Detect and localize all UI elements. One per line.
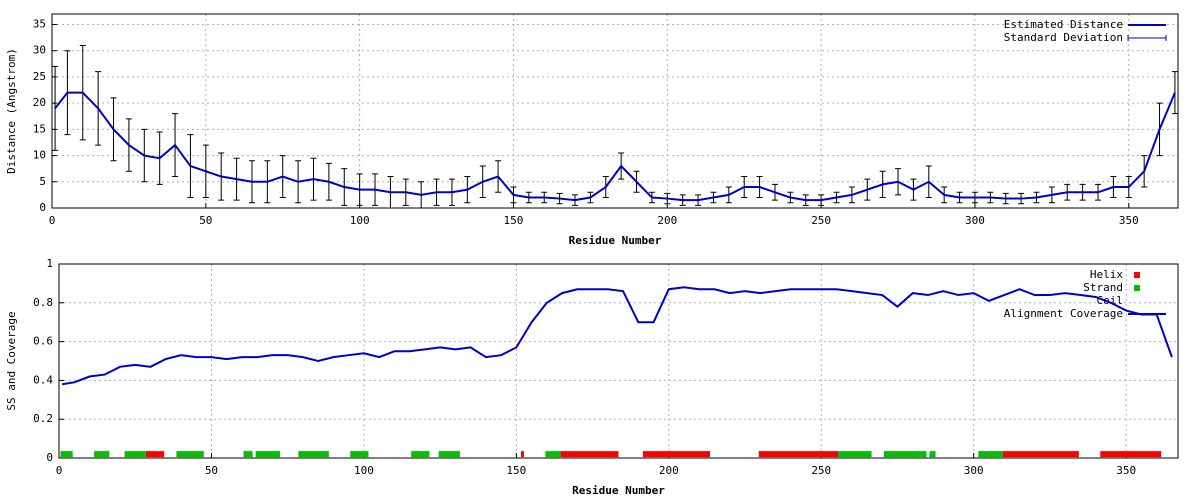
ss-segment [411, 451, 430, 458]
x-tick-label: 100 [354, 464, 374, 477]
x-tick-label: 250 [811, 464, 831, 477]
x-tick-label: 100 [350, 214, 370, 227]
y-axis-label: SS and Coverage [5, 311, 18, 410]
x-tick-label: 150 [506, 464, 526, 477]
ss-segment [978, 451, 1003, 458]
y-tick-label: 0 [46, 451, 53, 464]
ss-segment [124, 451, 146, 458]
series-line [61, 286, 1173, 386]
plot-frame [51, 13, 1179, 209]
x-tick-label: 50 [199, 214, 212, 227]
y-tick-label: 20 [33, 96, 46, 109]
y-tick-label: 1 [46, 257, 53, 270]
ss-segment [838, 451, 872, 458]
y-tick-label: 0.2 [33, 412, 53, 425]
legend-label: Alignment Coverage [1004, 307, 1123, 320]
ss-segment [145, 451, 165, 458]
ss-segment [94, 451, 110, 458]
x-axis-label: Residue Number [569, 234, 662, 247]
ss-segment [883, 451, 927, 458]
legend-label: Standard Deviation [1004, 31, 1123, 44]
x-tick-label: 250 [811, 214, 831, 227]
y-tick-label: 25 [33, 70, 46, 83]
x-tick-label: 200 [659, 464, 679, 477]
ss-segment [758, 451, 839, 458]
legend-label: Helix [1090, 268, 1123, 281]
x-tick-label: 0 [56, 464, 63, 477]
x-tick-label: 350 [1119, 214, 1139, 227]
legend-label: Coil [1097, 294, 1124, 307]
x-tick-label: 50 [205, 464, 218, 477]
ss-segment [929, 451, 936, 458]
x-tick-label: 200 [657, 214, 677, 227]
y-tick-label: 0 [39, 201, 46, 214]
y-tick-label: 0.6 [33, 335, 53, 348]
ss-segment [520, 451, 524, 458]
y-tick-label: 0.4 [33, 373, 53, 386]
y-tick-label: 0.8 [33, 296, 53, 309]
y-tick-label: 5 [39, 175, 46, 188]
ss-segment [243, 451, 253, 458]
ss-segment [255, 451, 281, 458]
ss-segment [60, 451, 73, 458]
y-axis-label: Distance (Angstrom) [5, 48, 18, 174]
x-tick-label: 350 [1116, 464, 1136, 477]
ss-segment [298, 451, 329, 458]
plot-frame [58, 263, 1179, 459]
x-tick-label: 0 [49, 214, 56, 227]
x-axis-label: Residue Number [572, 484, 665, 497]
legend-swatch [1127, 35, 1167, 41]
legend-label: Strand [1083, 281, 1123, 294]
ss-segment [545, 451, 561, 458]
y-tick-label: 30 [33, 44, 46, 57]
series-line [54, 91, 1176, 202]
x-tick-label: 300 [965, 214, 985, 227]
y-tick-label: 10 [33, 149, 46, 162]
legend-label: Estimated Distance [1004, 18, 1123, 31]
ss-segment [560, 451, 619, 458]
legend-swatch [1134, 285, 1140, 291]
ss-segment [1002, 451, 1079, 458]
y-tick-label: 35 [33, 17, 46, 30]
ss-segment [438, 451, 460, 458]
ss-segment [1100, 451, 1162, 458]
x-tick-label: 300 [964, 464, 984, 477]
x-tick-label: 150 [504, 214, 524, 227]
ss-segment [176, 451, 204, 458]
legend-swatch [1134, 272, 1140, 278]
plot: 0 0.2 0.4 0.6 0.8 1 0 50 100 150 200 250 300 350 Resid… [5, 257, 1179, 497]
ss-segment [350, 451, 369, 458]
y-tick-label: 15 [33, 122, 46, 135]
ss-segment [642, 451, 710, 458]
